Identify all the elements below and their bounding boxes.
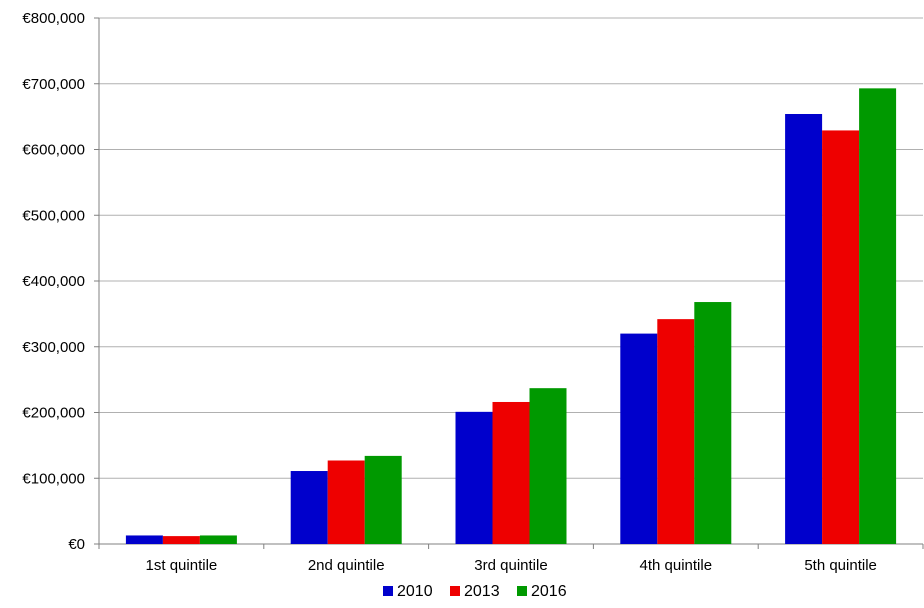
bar-2013-1 bbox=[162, 536, 200, 544]
bar-2016-5 bbox=[859, 88, 897, 544]
legend-label-2010: 2010 bbox=[397, 583, 433, 600]
gridlines bbox=[99, 17, 923, 479]
bar-2013-4 bbox=[657, 319, 695, 544]
bar-2010-1 bbox=[125, 535, 163, 544]
y-tick-label: €600,000 bbox=[22, 142, 85, 159]
y-tick-label: €800,000 bbox=[22, 10, 85, 27]
legend-swatch-2013 bbox=[450, 586, 460, 596]
bar-2010-5 bbox=[785, 113, 823, 545]
bar-2013-2 bbox=[327, 460, 365, 544]
bar-2010-4 bbox=[620, 333, 658, 544]
legend: 2010 2013 2016 bbox=[383, 583, 567, 600]
legend-swatch-2016 bbox=[517, 586, 527, 596]
y-tick-label: €0 bbox=[68, 536, 85, 553]
bar-2016-3 bbox=[529, 388, 567, 544]
bar-2013-5 bbox=[822, 130, 860, 544]
y-tick-label: €100,000 bbox=[22, 470, 85, 487]
legend-label-2016: 2016 bbox=[531, 583, 567, 600]
bars bbox=[125, 88, 897, 545]
x-tick-label: 3rd quintile bbox=[474, 557, 547, 574]
bar-2010-2 bbox=[290, 471, 328, 544]
legend-label-2013: 2013 bbox=[464, 583, 500, 600]
bar-2013-3 bbox=[492, 401, 530, 544]
y-tick-label: €400,000 bbox=[22, 273, 85, 290]
y-tick-label: €300,000 bbox=[22, 339, 85, 356]
bar-2016-4 bbox=[694, 302, 732, 544]
y-tick-label: €200,000 bbox=[22, 405, 85, 422]
bar-2016-2 bbox=[364, 455, 402, 544]
y-tick-label: €700,000 bbox=[22, 76, 85, 93]
legend-swatch-2010 bbox=[383, 586, 393, 596]
bar-2016-1 bbox=[199, 535, 237, 544]
x-axis-tick-labels: 1st quintile 2nd quintile 3rd quintile 4th … bbox=[146, 557, 877, 574]
x-tick-label: 1st quintile bbox=[146, 557, 218, 574]
x-tick-label: 5th quintile bbox=[804, 557, 877, 574]
bar-2010-3 bbox=[455, 411, 493, 544]
y-axis-tick-labels: €0 €100,000 €200,000 €300,000 €400,000 €500,0… bbox=[22, 10, 85, 553]
x-tick-label: 2nd quintile bbox=[308, 557, 385, 574]
x-tick-label: 4th quintile bbox=[640, 557, 713, 574]
y-tick-label: €500,000 bbox=[22, 207, 85, 224]
